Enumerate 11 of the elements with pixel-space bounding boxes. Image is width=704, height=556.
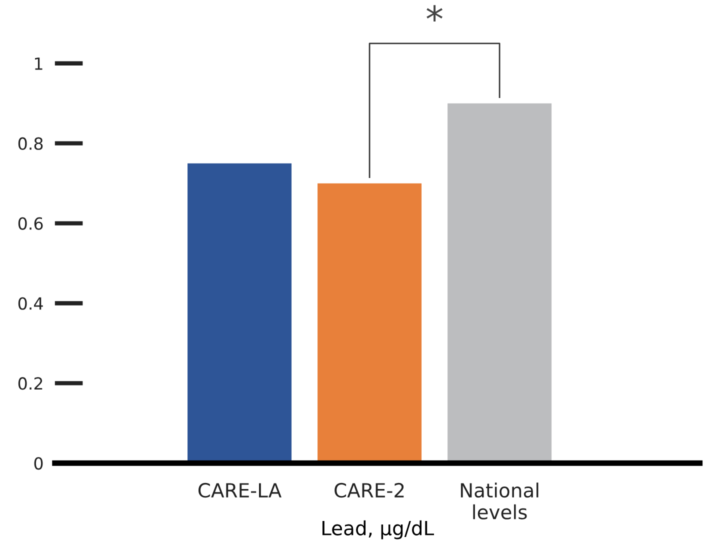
y-tick-label: 0.2 [18, 377, 42, 390]
y-tick-label: 0.6 [18, 217, 43, 230]
y-tick-label: 0.8 [18, 137, 43, 150]
x-tick-label: CARE-LA [198, 482, 282, 498]
x-axis-title: Lead, µg/dL [322, 520, 434, 540]
x-tick-label: CARE-2 [334, 482, 404, 498]
x-tick-label: National levels [460, 482, 538, 520]
y-tick-label: 1 [35, 58, 42, 70]
y-tick-label: 0.4 [18, 297, 43, 310]
text: * [426, 5, 442, 22]
y-tick-label: 0 [34, 457, 43, 470]
